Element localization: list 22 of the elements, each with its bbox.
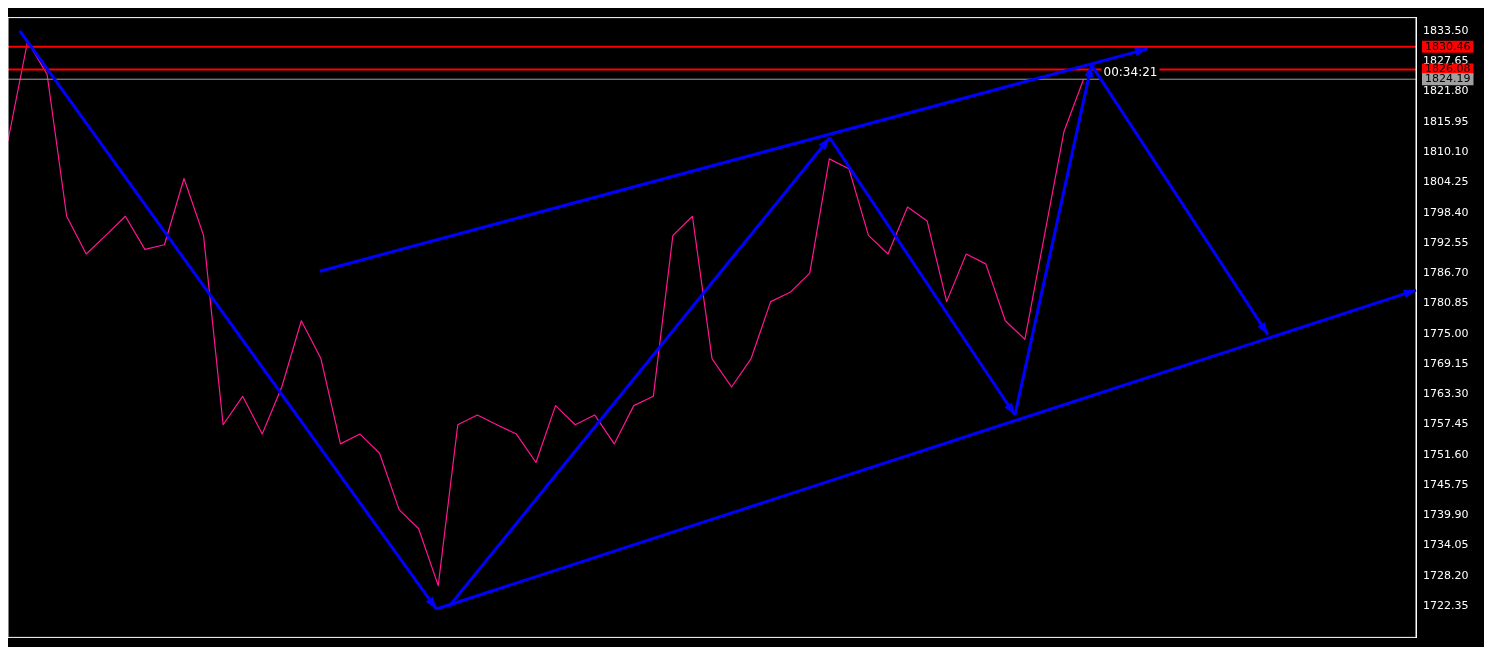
y-tick-label: 1833.50 bbox=[1423, 23, 1469, 37]
y-tick-label: 1763.30 bbox=[1423, 387, 1469, 401]
ref-line-label: 1830.46 bbox=[1425, 39, 1471, 53]
y-tick-label: 1792.55 bbox=[1423, 235, 1469, 249]
y-tick-label: 1804.25 bbox=[1423, 175, 1469, 189]
y-tick-label: 1810.10 bbox=[1423, 144, 1469, 158]
annotation: 00:34:21 bbox=[1103, 65, 1158, 80]
y-tick-label: 1775.00 bbox=[1423, 326, 1469, 340]
y-tick-label: 1798.40 bbox=[1423, 205, 1469, 219]
y-tick-label: 1751.60 bbox=[1423, 447, 1469, 461]
y-tick-label: 1786.70 bbox=[1423, 266, 1469, 280]
y-tick-label: 1728.20 bbox=[1423, 568, 1469, 582]
ref-line-label: 1824.19 bbox=[1425, 72, 1471, 86]
y-tick-label: 1815.95 bbox=[1423, 114, 1469, 128]
y-tick-label: 1769.15 bbox=[1423, 356, 1469, 370]
y-tick-label: 1722.35 bbox=[1423, 598, 1469, 612]
y-tick-label: 1739.90 bbox=[1423, 508, 1469, 522]
y-tick-label: 1745.75 bbox=[1423, 477, 1469, 491]
y-tick-label: 1734.05 bbox=[1423, 538, 1469, 552]
y-tick-label: 1821.80 bbox=[1423, 84, 1469, 98]
y-tick-label: 1757.45 bbox=[1423, 417, 1469, 431]
y-tick-label: 1780.85 bbox=[1423, 296, 1469, 310]
